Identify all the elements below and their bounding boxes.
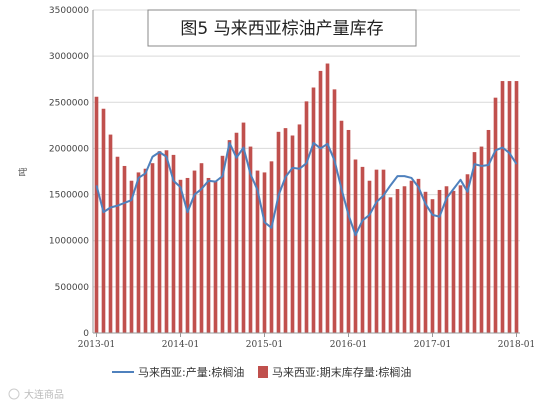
watermark-logo-icon bbox=[8, 388, 20, 400]
inventory-bar bbox=[94, 96, 99, 334]
inventory-bar bbox=[143, 168, 148, 333]
inventory-bar bbox=[430, 199, 435, 333]
inventory-bar bbox=[115, 156, 120, 333]
inventory-bar bbox=[164, 150, 169, 333]
y-tick-label: 500000 bbox=[55, 283, 90, 293]
y-axis-label: 吨 bbox=[17, 167, 29, 176]
inventory-bar bbox=[311, 87, 316, 334]
inventory-bar bbox=[136, 172, 141, 333]
inventory-bar bbox=[346, 129, 351, 333]
inventory-bar bbox=[472, 152, 477, 333]
inventory-bar bbox=[248, 146, 253, 333]
watermark-text: 大连商品 bbox=[24, 388, 64, 401]
axes: 0 500000 1000000 1500000 2000000 2500000 30000… bbox=[49, 6, 535, 350]
inventory-bar bbox=[374, 169, 379, 333]
y-tick-label: 3000000 bbox=[49, 52, 89, 62]
inventory-bar bbox=[269, 161, 274, 333]
inventory-bar bbox=[479, 146, 484, 333]
inventory-bar bbox=[416, 178, 421, 333]
inventory-bar bbox=[451, 190, 456, 333]
inventory-bar bbox=[381, 169, 386, 333]
y-tick-label: 0 bbox=[83, 329, 89, 339]
inventory-bar bbox=[185, 177, 190, 333]
inventory-bar bbox=[178, 179, 183, 333]
inventory-bar bbox=[290, 135, 295, 333]
x-tick-label: 2017-01 bbox=[414, 340, 451, 350]
inventory-bar bbox=[276, 131, 281, 333]
inventory-bar bbox=[255, 170, 260, 333]
inventory-bar bbox=[388, 197, 393, 333]
inventory-bar bbox=[437, 189, 442, 333]
inventory-bar bbox=[262, 172, 267, 333]
line-series-production bbox=[95, 141, 518, 237]
inventory-bar bbox=[199, 163, 204, 333]
inventory-bar bbox=[150, 163, 155, 333]
legend-label-production: 马来西亚:产量:棕榈油 bbox=[138, 365, 244, 379]
y-tick-label: 3500000 bbox=[49, 6, 89, 16]
inventory-bar bbox=[409, 180, 414, 333]
y-tick-label: 1500000 bbox=[49, 191, 89, 201]
title-box bbox=[147, 9, 417, 47]
inventory-bar bbox=[241, 122, 246, 334]
legend-bar-swatch bbox=[258, 366, 268, 378]
inventory-bar bbox=[493, 97, 498, 334]
x-tick-label: 2018-01 bbox=[498, 340, 535, 350]
inventory-bar bbox=[234, 132, 239, 333]
inventory-bar bbox=[108, 134, 113, 333]
legend: 马来西亚:产量:棕榈油 马来西亚:期末库存量:棕榈油 bbox=[112, 365, 411, 379]
x-tick-label: 2014-01 bbox=[162, 340, 199, 350]
inventory-bar bbox=[122, 165, 127, 333]
inventory-bar bbox=[514, 81, 519, 333]
inventory-bar bbox=[500, 81, 505, 333]
inventory-bar bbox=[339, 120, 344, 333]
x-tick-label: 2015-01 bbox=[246, 340, 283, 350]
y-tick-label: 1000000 bbox=[49, 237, 89, 247]
inventory-bar bbox=[171, 154, 176, 333]
inventory-bar bbox=[360, 166, 365, 333]
y-tick-label: 2000000 bbox=[49, 144, 89, 154]
chart-title: 图5 马来西亚棕油产量库存 bbox=[180, 19, 383, 39]
inventory-bar bbox=[304, 101, 309, 333]
inventory-bar bbox=[402, 186, 407, 333]
inventory-bar bbox=[332, 89, 337, 333]
bar-series-inventory bbox=[94, 63, 519, 334]
inventory-bar bbox=[367, 180, 372, 333]
inventory-bar bbox=[206, 177, 211, 333]
inventory-bar bbox=[220, 155, 225, 333]
inventory-bar bbox=[283, 128, 288, 333]
inventory-bar bbox=[465, 174, 470, 333]
inventory-bar bbox=[353, 159, 358, 333]
y-tick-label: 2500000 bbox=[49, 98, 89, 108]
inventory-bar bbox=[486, 129, 491, 333]
production-line bbox=[95, 141, 518, 237]
inventory-bar bbox=[318, 70, 323, 333]
inventory-bar bbox=[101, 108, 106, 333]
inventory-bar bbox=[458, 185, 463, 333]
inventory-bar bbox=[423, 191, 428, 333]
inventory-bar bbox=[507, 81, 512, 333]
x-tick-label: 2016-01 bbox=[330, 340, 367, 350]
inventory-bar bbox=[192, 170, 197, 333]
inventory-bar bbox=[395, 189, 400, 333]
inventory-bar bbox=[297, 124, 302, 333]
inventory-bar bbox=[129, 180, 134, 333]
x-tick-label: 2013-01 bbox=[78, 340, 115, 350]
inventory-bar bbox=[157, 151, 162, 333]
inventory-bar bbox=[325, 63, 330, 333]
inventory-bar bbox=[444, 186, 449, 333]
inventory-bar bbox=[227, 140, 232, 333]
legend-label-inventory: 马来西亚:期末库存量:棕榈油 bbox=[272, 365, 411, 379]
inventory-bar bbox=[213, 180, 218, 333]
watermark: 大连商品 bbox=[8, 388, 64, 401]
